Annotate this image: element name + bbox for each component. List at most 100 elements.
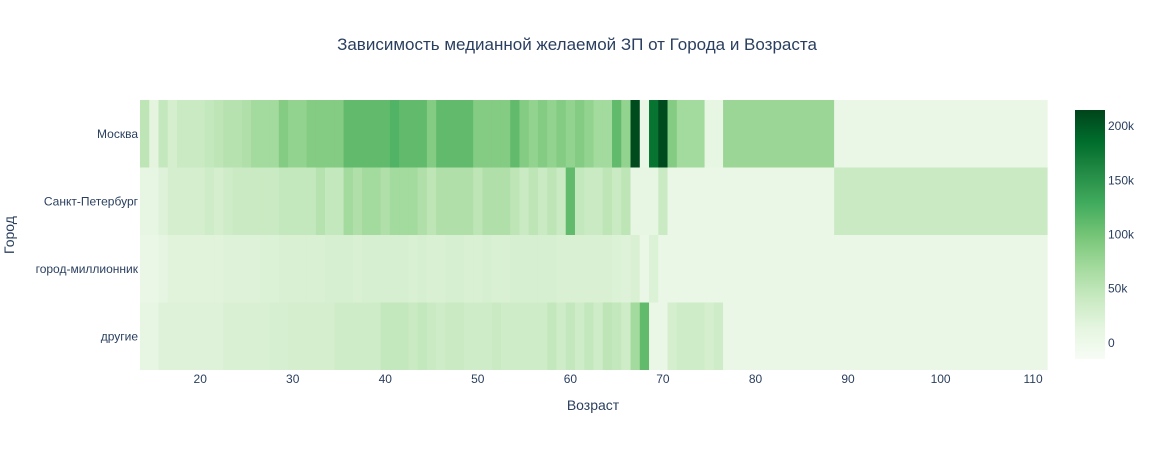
heatmap-cell: [537, 167, 548, 235]
heatmap-cell: [260, 302, 271, 370]
heatmap-cell: [251, 100, 261, 168]
heatmap-cell: [417, 167, 428, 235]
heatmap-cell: [214, 302, 224, 370]
heatmap-cell: [426, 100, 437, 168]
y-tick-label: Санкт-Петербург: [44, 194, 139, 208]
heatmap-cell: [834, 100, 1048, 168]
x-tick-label: 60: [564, 372, 578, 386]
heatmap-cell: [186, 235, 197, 303]
heatmap-cell: [195, 100, 206, 168]
y-tick-label: другие: [101, 329, 139, 343]
heatmap-cell: [519, 302, 530, 370]
heatmap-cell: [241, 235, 252, 303]
heatmap-cell: [473, 302, 484, 370]
heatmap-cell: [288, 100, 298, 168]
heatmap-cell: [315, 167, 326, 235]
heatmap-cell: [315, 100, 326, 168]
colorbar-tick-label: 150k: [1108, 173, 1135, 187]
heatmap-cell: [297, 235, 308, 303]
heatmap-cell: [676, 302, 687, 370]
heatmap-cell: [454, 235, 465, 303]
heatmap-cell: [186, 302, 197, 370]
heatmap-cell: [306, 235, 317, 303]
heatmap-cell: [491, 302, 502, 370]
heatmap-cell: [500, 167, 511, 235]
heatmap-cell: [380, 235, 391, 303]
heatmap-cell: [704, 302, 715, 370]
heatmap-cell: [352, 100, 363, 168]
heatmap-cell: [371, 100, 382, 168]
heatmap-cell: [158, 235, 169, 303]
heatmap-cell: [306, 100, 317, 168]
heatmap-cell: [306, 302, 317, 370]
heatmap-cell: [602, 167, 613, 235]
colorbar-ticks: 0 50k 100k 150k 200k: [1108, 119, 1135, 350]
heatmap-cell: [547, 100, 558, 168]
heatmap-cell: [649, 235, 659, 303]
heatmap-cell: [232, 302, 243, 370]
heatmap-cell: [204, 235, 215, 303]
heatmap-cell: [510, 100, 521, 168]
heatmap-cell: [602, 302, 613, 370]
heatmap-cell: [528, 100, 539, 168]
heatmap-cell: [241, 302, 252, 370]
heatmap-cell: [140, 100, 150, 168]
heatmap-cell: [454, 100, 465, 168]
heatmap-cell: [260, 100, 271, 168]
chart-title: Зависимость медианной желаемой ЗП от Гор…: [337, 35, 817, 54]
heatmap-cell: [417, 235, 428, 303]
heatmap-cell: [686, 302, 696, 370]
heatmap-cell: [408, 167, 419, 235]
heatmap-cell: [371, 302, 382, 370]
y-tick-label: город-миллионник: [36, 262, 139, 276]
heatmap-cell: [463, 167, 474, 235]
heatmap-cell: [426, 302, 437, 370]
heatmap-cell: [352, 302, 363, 370]
heatmap-cell: [325, 100, 335, 168]
heatmap-cell: [278, 235, 289, 303]
y-tick-label: Москва: [97, 127, 138, 141]
heatmap-cell: [612, 302, 622, 370]
heatmap-cells: [140, 100, 1048, 370]
heatmap-cell: [325, 235, 335, 303]
heatmap-cell: [214, 167, 224, 235]
heatmap-cell: [500, 235, 511, 303]
x-tick-label: 20: [194, 372, 208, 386]
heatmap-cell: [362, 167, 372, 235]
heatmap-cell: [334, 302, 345, 370]
heatmap-cell: [528, 167, 539, 235]
heatmap-cell: [593, 100, 604, 168]
colorbar-tick-label: 100k: [1108, 228, 1135, 242]
heatmap-cell: [325, 302, 335, 370]
heatmap-cell: [251, 235, 261, 303]
heatmap-cell: [463, 100, 474, 168]
heatmap-cell: [537, 100, 548, 168]
heatmap-cell: [519, 235, 530, 303]
heatmap-cell: [500, 302, 511, 370]
heatmap-cell: [612, 235, 622, 303]
heatmap-cell: [676, 100, 706, 168]
heatmap-cell: [204, 167, 215, 235]
heatmap-cell: [399, 100, 409, 168]
heatmap-cell: [186, 100, 197, 168]
heatmap-cell: [658, 235, 1048, 303]
heatmap-cell: [574, 235, 585, 303]
heatmap-cell: [621, 167, 632, 235]
heatmap-cell: [426, 167, 437, 235]
heatmap-cell: [630, 235, 641, 303]
heatmap-cell: [389, 302, 400, 370]
heatmap-cell: [140, 167, 160, 235]
heatmap-cell: [713, 302, 724, 370]
heatmap-cell: [667, 302, 678, 370]
heatmap-cell: [186, 167, 197, 235]
heatmap-cell: [436, 302, 447, 370]
heatmap-cell: [389, 167, 400, 235]
heatmap-cell: [621, 100, 632, 168]
heatmap-cell: [658, 167, 669, 235]
heatmap-cell: [260, 167, 271, 235]
heatmap-cell: [232, 167, 243, 235]
heatmap-cell: [352, 167, 363, 235]
heatmap-cell: [639, 302, 650, 370]
heatmap-cell: [491, 235, 502, 303]
heatmap-cell: [417, 302, 428, 370]
